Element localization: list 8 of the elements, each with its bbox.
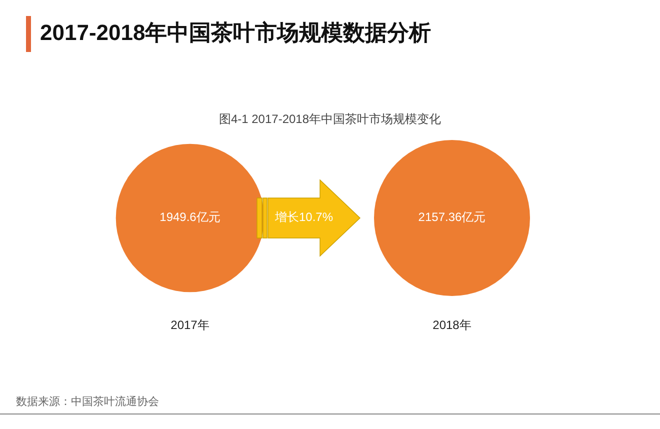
data-label: 2157.36亿元 — [418, 210, 486, 224]
category-label: 2017年 — [170, 318, 210, 332]
data-label: 1949.6亿元 — [160, 210, 220, 224]
category-label: 2018年 — [432, 318, 472, 332]
text: 图4-1 2017-2018年中国茶叶市场规模变化 — [218, 112, 442, 126]
text: 增长10.7% — [274, 210, 334, 224]
text: 2017-2018年中国茶叶市场规模数据分析 — [40, 20, 432, 45]
source-note: 数据来源：中国茶叶流通协会 — [16, 394, 159, 408]
